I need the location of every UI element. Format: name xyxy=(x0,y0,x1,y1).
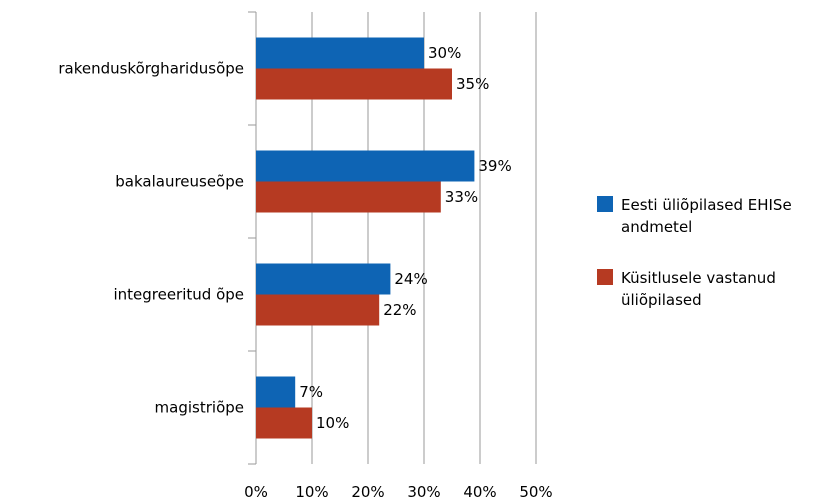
data-label-series1-3: 24% xyxy=(394,270,427,288)
bar-series2-3 xyxy=(256,294,380,326)
x-tick-label-20: 20% xyxy=(351,483,384,501)
category-axis xyxy=(248,11,257,465)
x-tick-labels: 0% 10% 20% 30% 40% 50% xyxy=(244,483,553,501)
category-label-4: magistriõpe xyxy=(155,399,244,417)
x-tick-label-30: 30% xyxy=(407,483,440,501)
bars xyxy=(256,37,475,439)
data-label-series2-2: 33% xyxy=(445,188,478,206)
x-tick-label-10: 10% xyxy=(295,483,328,501)
bar-series2-4 xyxy=(256,407,312,439)
category-label-1: rakenduskõrgharidusõpe xyxy=(58,60,244,78)
category-label-3: integreeritud õpe xyxy=(113,286,244,304)
x-tick-label-50: 50% xyxy=(519,483,552,501)
x-tick-label-40: 40% xyxy=(463,483,496,501)
bar-series1-1 xyxy=(256,37,424,69)
legend-label-1: Eesti üliõpilased EHISe andmetel xyxy=(621,196,792,236)
data-label-series2-4: 10% xyxy=(316,414,349,432)
data-label-series1-1: 30% xyxy=(428,44,461,62)
data-labels: 30% 35% 39%33% 24% 22% 7% 10% xyxy=(299,44,512,432)
legend: Eesti üliõpilased EHISe andmetel Küsitluse… xyxy=(597,196,792,309)
bar-series2-2 xyxy=(256,181,441,213)
data-label-series2-3: 22% xyxy=(383,301,416,319)
x-tick-label-0: 0% xyxy=(244,483,268,501)
data-label-series2-1: 35% xyxy=(456,75,489,93)
bar-series1-3 xyxy=(256,263,391,295)
legend-swatch-1 xyxy=(597,196,613,212)
legend-swatch-2 xyxy=(597,269,613,285)
bar-series1-4 xyxy=(256,376,296,408)
data-label-series1-2: 39% xyxy=(478,157,511,175)
category-label-2: bakalaureuseõpe xyxy=(115,173,244,191)
bar-series1-2 xyxy=(256,150,475,182)
data-label-series1-4: 7% xyxy=(299,383,323,401)
legend-label-2: Küsitlusele vastanud üliõpilased xyxy=(621,269,776,309)
bar-series2-1 xyxy=(256,68,452,100)
category-labels: rakenduskõrgharidusõpe bakalaureuseõpe int… xyxy=(58,60,244,417)
